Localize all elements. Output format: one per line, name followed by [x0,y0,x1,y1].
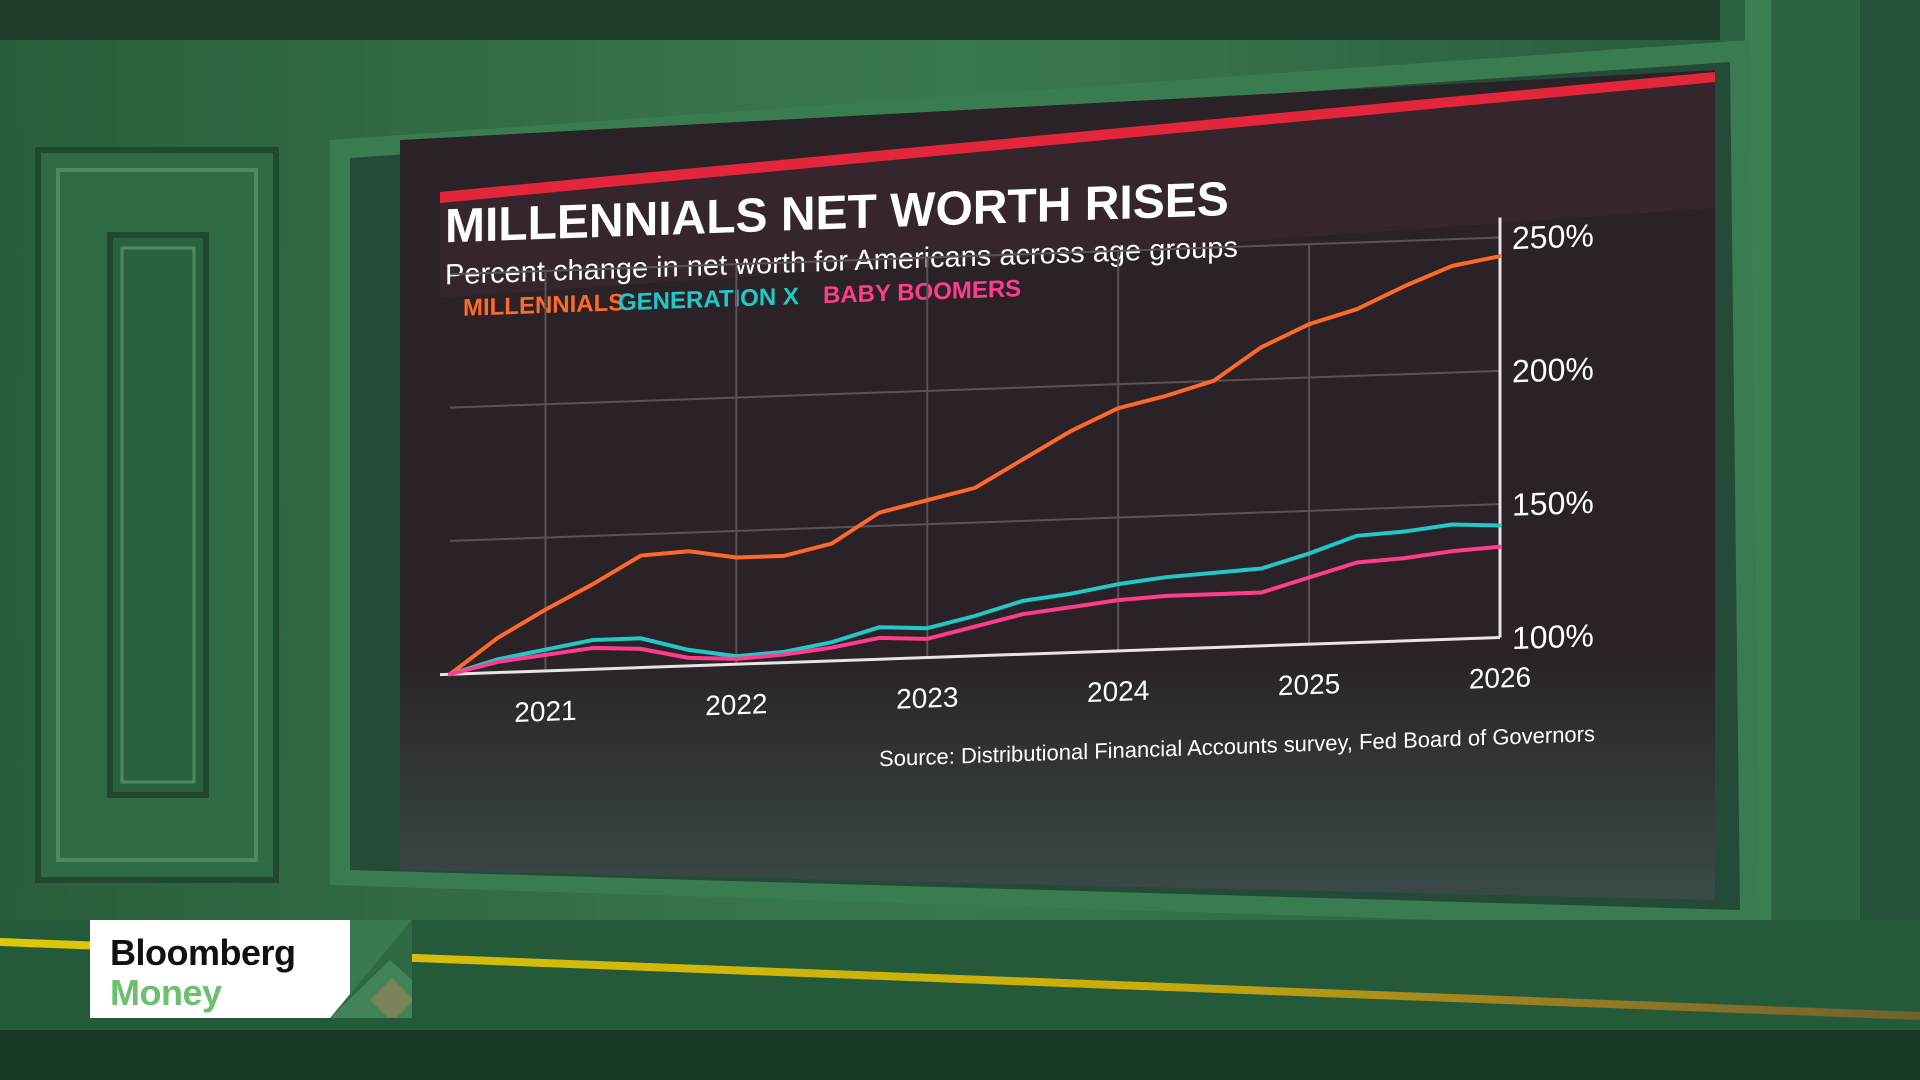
gridline-horizontal [450,369,1500,409]
series-line-baby-boomers [448,544,1502,677]
chart-axes [440,217,1502,677]
gridline-horizontal [450,236,1500,276]
header-accent-bar [440,72,1715,203]
desk-shadow [0,1030,1920,1080]
x-tick-label: 2022 [705,688,767,721]
x-tick-label: 2023 [896,681,958,714]
legend-label-millennials: MILLENNIALS [463,289,624,322]
x-tick-label: 2025 [1278,668,1340,701]
logo-wordmark-bloomberg: Bloomberg [110,932,296,973]
x-tick-label: 2021 [514,695,576,728]
x-tick-label: 2026 [1469,661,1531,694]
x-tick-label: 2024 [1087,675,1149,708]
series-line-millennials [448,254,1502,677]
legend-label-generation-x: GENERATION X [618,283,799,316]
y-axis-tick-labels: 250% 200% 150% 100% [1512,217,1594,656]
logo-wordmark-money: Money [110,972,222,1013]
network-logo-bug: Bloomberg Money [90,920,412,1018]
ceiling-band [0,0,1920,40]
x-axis-line [440,635,1500,677]
x-axis-tick-labels: 2021 2022 2023 2024 2025 2026 [514,661,1531,728]
chart-series [448,254,1502,677]
y-tick-label: 200% [1512,351,1594,390]
logo-accent-shape [330,920,412,1018]
y-tick-label: 100% [1512,617,1594,656]
y-tick-label: 250% [1512,217,1594,256]
series-line-generation-x [448,522,1502,677]
left-moulding-panel [35,147,279,883]
gridline-horizontal [450,503,1500,542]
ticker-light-strip [0,938,1920,1020]
chart-header-band [440,72,1715,298]
y-tick-label: 150% [1512,484,1594,523]
